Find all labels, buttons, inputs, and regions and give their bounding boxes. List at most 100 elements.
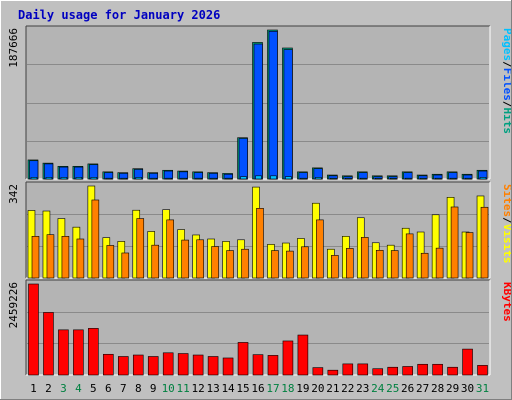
max-value-label: 2459226	[7, 282, 20, 328]
bar-pages-day-2	[45, 177, 53, 180]
bar-pages-day-8	[135, 177, 143, 180]
x-tick-label-day-29: 29	[446, 382, 459, 395]
bar-files-day-16	[253, 43, 263, 180]
bar-pages-day-30	[464, 177, 472, 180]
x-tick-label-day-7: 7	[120, 382, 127, 395]
bar-pages-day-13	[210, 177, 217, 180]
x-tick-label-day-31: 31	[476, 382, 489, 395]
x-tick-label-day-1: 1	[30, 382, 37, 395]
x-tick-label-day-16: 16	[251, 382, 264, 395]
x-tick-label-day-14: 14	[221, 382, 235, 395]
bar-kbytes-day-16	[252, 354, 264, 376]
x-tick-label-day-4: 4	[75, 382, 82, 395]
x-tick-label-day-27: 27	[416, 382, 429, 395]
chart-title: Daily usage for January 2026	[18, 8, 220, 22]
bar-pages-day-1	[30, 177, 38, 180]
bar-files-day-18	[283, 49, 293, 180]
x-tick-label-day-22: 22	[341, 382, 354, 395]
legend-kbytes-entry: KBytes	[501, 282, 512, 322]
bar-kbytes-day-13	[207, 356, 219, 376]
bar-kbytes-day-4	[73, 329, 84, 376]
x-tick-label-day-2: 2	[45, 382, 52, 395]
bar-files-day-17	[268, 31, 278, 180]
bar-pages-day-24	[374, 177, 382, 180]
bar-sites-day-13	[211, 246, 219, 279]
x-tick-label-day-5: 5	[90, 382, 97, 395]
x-tick-label-day-20: 20	[311, 382, 324, 395]
x-tick-label-day-24: 24	[371, 382, 385, 395]
bar-kbytes-day-14	[222, 357, 234, 376]
x-tick-label-day-12: 12	[192, 382, 205, 395]
bar-kbytes-day-31	[477, 365, 488, 376]
bar-kbytes-day-28	[432, 363, 443, 376]
bar-kbytes-day-6	[103, 353, 114, 376]
bar-pages-day-15	[240, 176, 247, 180]
bar-sites-day-21	[331, 255, 339, 279]
bar-sites-day-23	[360, 237, 369, 279]
x-tick-label-day-23: 23	[356, 382, 369, 395]
legend-files-entry: Files	[501, 68, 512, 101]
legend-visits-entry: Visits	[501, 224, 512, 264]
x-tick-label-day-13: 13	[206, 382, 219, 395]
bar-files-day-2	[44, 163, 54, 180]
bar-sites-day-27	[420, 252, 429, 279]
bar-pages-day-31	[479, 177, 487, 180]
bar-sites-day-17	[271, 250, 279, 279]
bar-kbytes-day-7	[118, 356, 129, 376]
bar-sites-day-5	[91, 199, 100, 279]
bar-kbytes-day-10	[162, 352, 174, 376]
bar-pages-day-27	[419, 177, 427, 180]
bar-sites-day-22	[346, 248, 354, 279]
bar-sites-day-26	[405, 233, 414, 279]
x-tick-label-day-26: 26	[401, 382, 414, 395]
bar-sites-day-11	[181, 239, 189, 279]
bar-pages-day-7	[120, 177, 128, 180]
bar-kbytes-day-25	[387, 366, 398, 376]
legend-hits-entry: Hits	[501, 108, 512, 135]
bar-kbytes-day-8	[132, 354, 144, 376]
bars-hits-files-pages	[27, 29, 488, 180]
bar-sites-day-4	[76, 238, 85, 279]
x-tick-label-day-30: 30	[461, 382, 474, 395]
legend-text: Sites/Visits	[501, 184, 512, 264]
bar-sites-day-7	[121, 252, 130, 279]
bar-pages-day-28	[434, 177, 442, 180]
x-axis-labels: 1 2 3 4 5 6 7 8 9 10 11 12 13 14 15 16 17 18 19 20 21 22 23 24 2…	[30, 382, 489, 395]
bar-kbytes-day-12	[192, 354, 204, 376]
bar-pages-day-10	[165, 177, 172, 180]
bar-files-day-10	[163, 170, 173, 180]
bar-kbytes-day-3	[58, 329, 69, 376]
x-tick-label-day-9: 9	[150, 382, 157, 395]
bar-files-day-1	[29, 160, 39, 180]
legend-text: KBytes	[501, 282, 512, 322]
x-tick-label-day-11: 11	[177, 382, 190, 395]
max-value-label: 187666	[7, 28, 20, 68]
bar-sites-day-1	[31, 236, 40, 279]
x-tick-label-day-15: 15	[236, 382, 249, 395]
bar-kbytes-day-21	[327, 369, 339, 376]
bar-sites-day-15	[241, 248, 249, 279]
bar-kbytes-day-20	[312, 367, 324, 376]
bar-kbytes-day-22	[342, 363, 354, 376]
bar-pages-day-4	[75, 177, 83, 180]
bar-kbytes-day-9	[147, 356, 159, 376]
bar-sites-day-24	[375, 249, 384, 279]
legend-pages-entry: Pages	[501, 28, 512, 61]
x-tick-label-day-18: 18	[281, 382, 294, 395]
bar-kbytes-day-19	[297, 334, 309, 376]
bar-sites-day-10	[166, 219, 174, 279]
bar-pages-day-18	[285, 176, 292, 180]
bar-sites-day-28	[435, 247, 444, 279]
bar-pages-day-25	[389, 177, 397, 180]
bar-pages-day-16	[255, 175, 262, 180]
bar-kbytes-day-15	[237, 342, 249, 376]
bar-kbytes-day-17	[267, 355, 279, 376]
bar-pages-day-19	[300, 177, 307, 180]
bar-files-day-5	[89, 164, 99, 180]
x-tick-label-day-8: 8	[135, 382, 142, 395]
x-tick-label-day-21: 21	[326, 382, 339, 395]
bar-sites-day-9	[151, 244, 160, 279]
bar-sites-day-25	[390, 250, 399, 279]
